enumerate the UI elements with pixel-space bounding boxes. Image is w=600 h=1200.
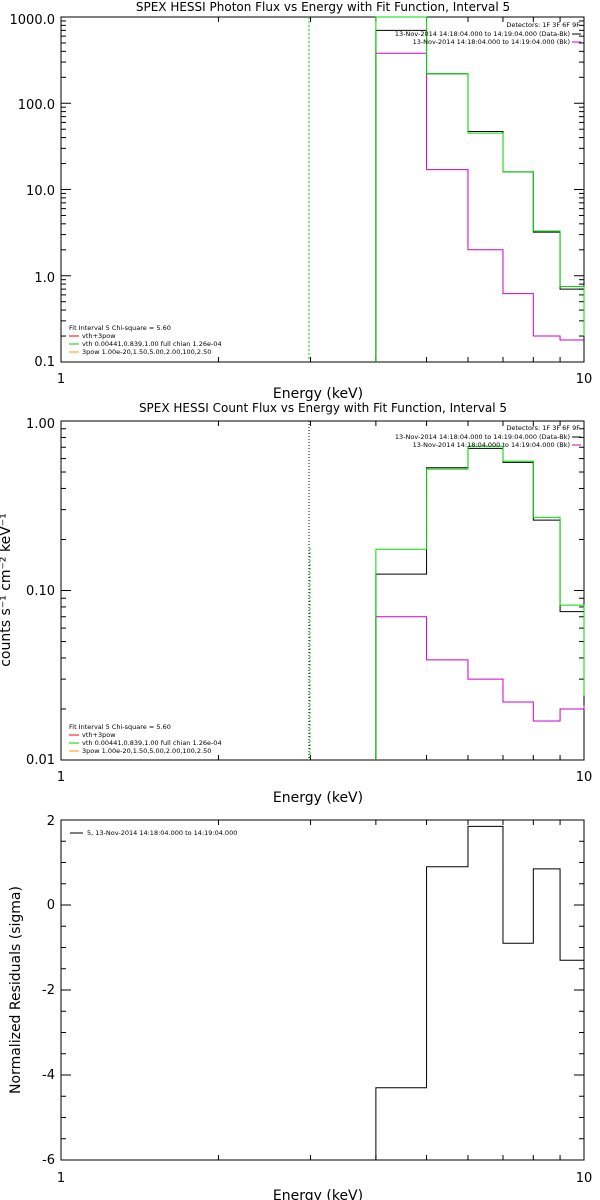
photon-flux-series-data-minus-bk [375, 29, 585, 362]
count-flux-header-data-minus-bk: 13-Nov-2014 14:18:04.000 to 14:19:04.000… [395, 433, 570, 441]
photon-flux-y-tick-label-100.0: 100.0 [18, 98, 55, 113]
count-flux-y-ticks [61, 420, 584, 761]
count-flux-y-tick-label-0.10: 0.10 [26, 584, 55, 599]
residuals-x-ticks [60, 820, 585, 1160]
photon-flux-y-tick-label-1000.0: 1000.0 [10, 13, 56, 28]
count-flux-series-fit [375, 445, 585, 760]
count-flux-header-block: Detectors: 1F 3F 6F 9F 13-Nov-2014 14:18… [395, 424, 581, 449]
residuals-y-ticks [61, 819, 584, 1161]
photon-flux-panel: SPEX HESSI Photon Flux vs Energy with Fi… [10, 0, 593, 402]
photon-flux-plot-frame [60, 16, 585, 363]
count-flux-legend-3pow: 3pow 1.00e-20,1.50,5.00,2.00,100,2.50 [82, 747, 211, 755]
residuals-x-tick-label-1: 1 [57, 1171, 65, 1186]
residuals-x-tick-label-10: 10 [576, 1171, 593, 1186]
count-flux-series-data-minus-bk [375, 447, 585, 760]
count-flux-plot-frame [60, 420, 585, 761]
count-flux-panel: SPEX HESSI Count Flux vs Energy with Fit… [0, 401, 592, 806]
count-flux-legend-vth3pow: vth+3pow [82, 731, 116, 739]
count-flux-series-bk [375, 616, 585, 760]
count-flux-y-tick-label-1.00: 1.00 [26, 417, 55, 432]
photon-flux-legend-vth: vth 0.00441,0.839,1.00 full chian 1.26e-… [82, 340, 222, 348]
count-flux-x-ticks [60, 421, 585, 760]
photon-flux-header-detectors: Detectors: 1F 3F 6F 9F [506, 21, 580, 29]
residuals-y-tick-label-minus6: -6 [42, 1153, 55, 1168]
count-flux-y-axis-label: counts s⁻¹ cm⁻² keV⁻¹ [0, 513, 14, 667]
count-flux-x-tick-label-1: 1 [57, 770, 65, 785]
photon-flux-x-tick-label-1: 1 [57, 372, 65, 387]
residuals-y-tick-label-minus2: -2 [42, 983, 55, 998]
photon-flux-y-tick-label-1.0: 1.0 [34, 271, 55, 286]
residuals-panel: 1 10 -6 -4 -2 0 2 Energy (keV) Normalize… [8, 814, 592, 1200]
photon-flux-y-tick-label-10.0: 10.0 [26, 184, 55, 199]
residuals-plot-frame [60, 819, 585, 1161]
count-flux-legend-fit-interval: Fit Interval 5 Chi-square = 5.60 [69, 723, 171, 731]
residuals-y-tick-label-minus4: -4 [42, 1068, 55, 1083]
photon-flux-y-ticks [61, 16, 584, 363]
count-flux-title: SPEX HESSI Count Flux vs Energy with Fit… [139, 401, 507, 415]
photon-flux-legend: Fit Interval 5 Chi-square = 5.60 vth+3po… [69, 324, 222, 356]
photon-flux-y-tick-label-0.1: 0.1 [34, 355, 55, 370]
residuals-series [375, 825, 585, 1160]
photon-flux-legend-fit-interval: Fit Interval 5 Chi-square = 5.60 [69, 324, 171, 332]
count-flux-x-tick-label-10: 10 [576, 770, 593, 785]
photon-flux-header-bk: 13-Nov-2014 14:18:04.000 to 14:19:04.000… [413, 38, 570, 46]
photon-flux-series-bk [375, 52, 585, 362]
residuals-y-tick-label-2: 2 [47, 814, 55, 829]
residuals-x-axis-label: Energy (keV) [273, 1188, 363, 1200]
count-flux-x-axis-label: Energy (keV) [273, 790, 363, 806]
count-flux-header-detectors: Detectors: 1F 3F 6F 9F [506, 424, 580, 432]
photon-flux-x-axis-label: Energy (keV) [273, 386, 363, 402]
photon-flux-x-tick-label-10: 10 [576, 372, 593, 387]
photon-flux-title: SPEX HESSI Photon Flux vs Energy with Fi… [136, 0, 510, 14]
residuals-legend: 5, 13-Nov-2014 14:18:04.000 to 14:19:04.… [70, 829, 237, 837]
count-flux-y-tick-label-0.01: 0.01 [26, 753, 55, 768]
residuals-y-axis-label: Normalized Residuals (sigma) [8, 886, 24, 1094]
photon-flux-series-fit [375, 16, 585, 362]
photon-flux-legend-vth3pow: vth+3pow [82, 332, 116, 340]
photon-flux-x-ticks [60, 17, 585, 362]
count-flux-legend-vth: vth 0.00441,0.839,1.00 full chian 1.26e-… [82, 739, 222, 747]
photon-flux-legend-3pow: 3pow 1.00e-20,1.50,5.00,2.00,100,2.50 [82, 348, 211, 356]
residuals-y-tick-label-0: 0 [47, 898, 55, 913]
photon-flux-header-data-minus-bk: 13-Nov-2014 14:18:04.000 to 14:19:04.000… [395, 30, 570, 38]
photon-flux-header-block: Detectors: 1F 3F 6F 9F 13-Nov-2014 14:18… [395, 21, 581, 46]
count-flux-legend: Fit Interval 5 Chi-square = 5.60 vth+3po… [69, 723, 222, 755]
count-flux-header-bk: 13-Nov-2014 14:18:04.000 to 14:19:04.000… [413, 441, 570, 449]
residuals-legend-text: 5, 13-Nov-2014 14:18:04.000 to 14:19:04.… [87, 829, 237, 837]
